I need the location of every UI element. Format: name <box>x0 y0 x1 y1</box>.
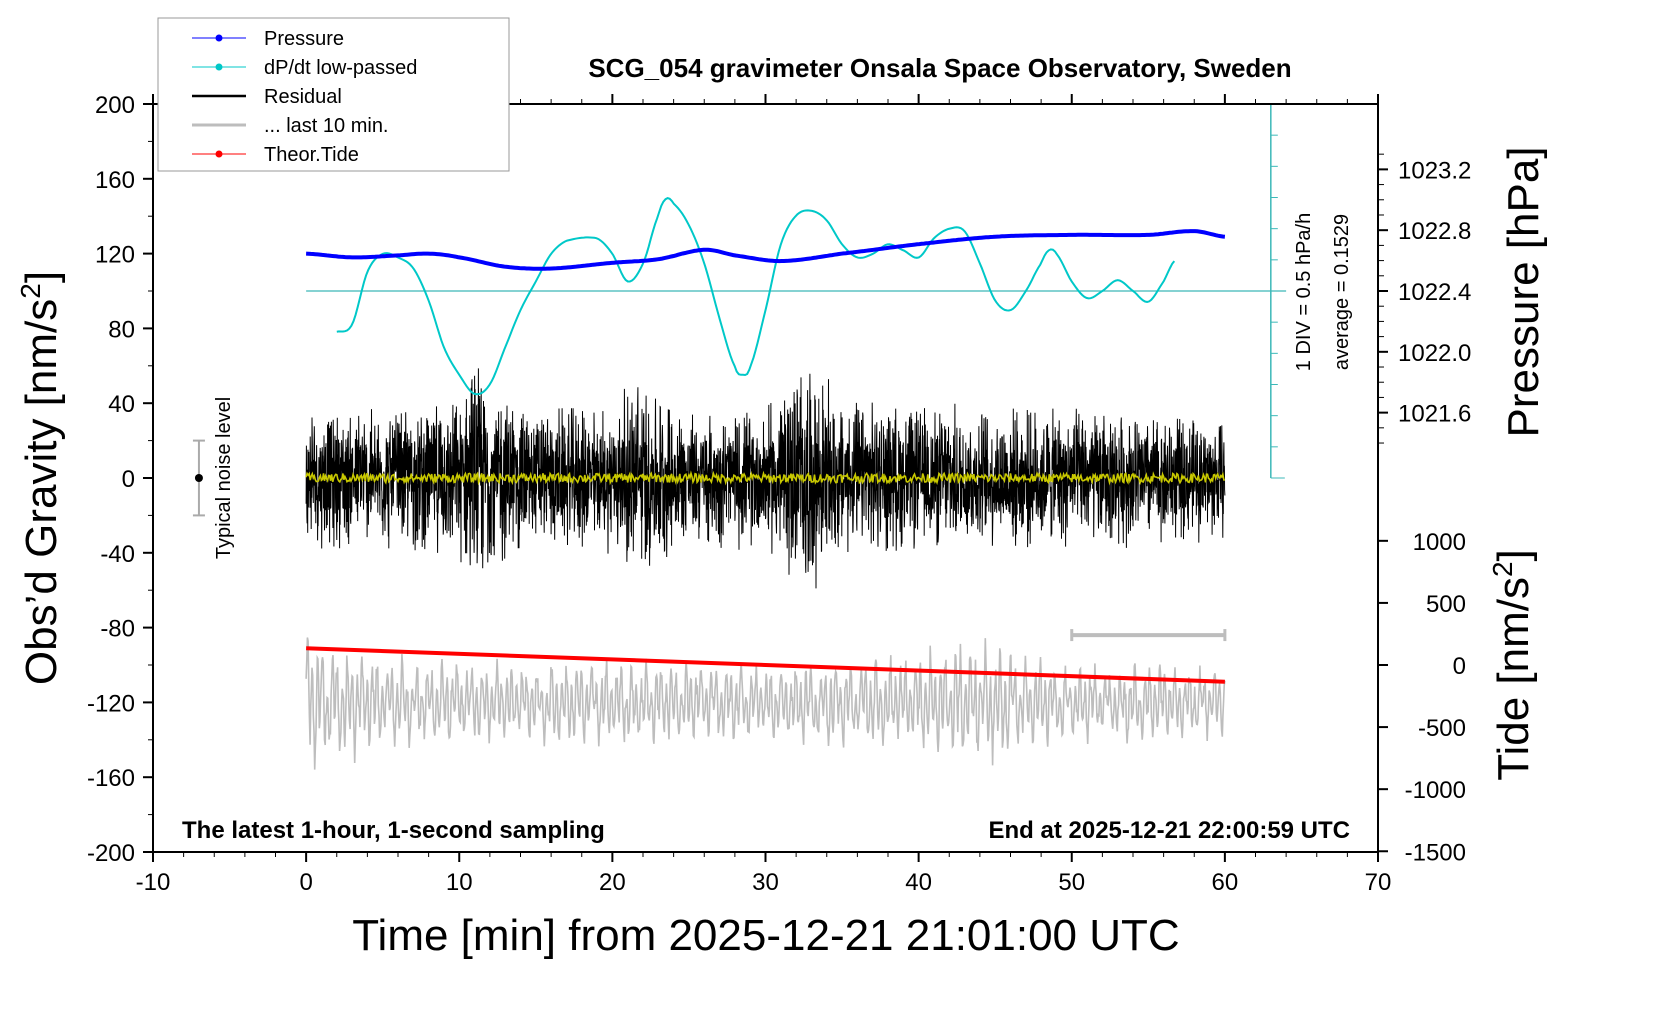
pressure-line <box>306 229 1226 271</box>
legend-label: Residual <box>264 86 342 108</box>
last-10-min-line <box>305 637 1226 770</box>
y-tick-label: -120 <box>87 690 135 717</box>
y-tick-label: -200 <box>87 840 135 867</box>
y-tick-label: 80 <box>108 316 135 343</box>
tide-tick-label: -500 <box>1418 715 1466 742</box>
x-tick-label: 50 <box>1058 869 1085 896</box>
chart-title: SCG_054 gravimeter Onsala Space Observat… <box>588 53 1291 83</box>
y-tick-label: 200 <box>95 92 135 119</box>
x-tick-label: 40 <box>905 869 932 896</box>
y-tick-label: 120 <box>95 242 135 269</box>
pressure-tick-label: 1022.8 <box>1398 218 1471 245</box>
legend-box <box>157 17 510 172</box>
x-tick-label: 30 <box>752 869 779 896</box>
noise-level-dot <box>194 474 203 482</box>
tide-tick-label: -1500 <box>1405 839 1466 866</box>
pressure-axis-label: Pressure [hPa] <box>1499 146 1548 437</box>
pressure-tick-label: 1023.2 <box>1398 157 1471 184</box>
legend-swatch-marker <box>215 63 223 71</box>
legend-label: Pressure <box>264 28 344 50</box>
axes: -10 0 10 20 30 40 50 60 70 200 160 120 80 40 0 -40 -80 -1… <box>87 92 1471 896</box>
x-axis-label: Time [min] from 2025-12-21 21:01:00 UTC <box>352 911 1179 960</box>
y-tick-label: 40 <box>108 391 135 418</box>
pressure-tick-label: 1022.0 <box>1398 340 1471 367</box>
pressure-tick-label: 1022.4 <box>1398 279 1471 306</box>
legend-label: dP/dt low-passed <box>264 57 417 79</box>
y-tick-label: 0 <box>122 466 135 493</box>
theor-tide-line <box>306 646 1225 684</box>
tide-tick-label: 1000 <box>1413 529 1466 556</box>
tide-tick-label: 0 <box>1453 653 1466 680</box>
y-axis-label: Obs’d Gravity [nm/s2] <box>15 271 66 685</box>
legend-label: Theor.Tide <box>264 144 359 166</box>
x-tick-label: 20 <box>599 869 626 896</box>
y-tick-label: -40 <box>100 541 135 568</box>
pressure-tick-label: 1021.6 <box>1398 401 1471 428</box>
dpdt-line <box>336 197 1176 396</box>
x-tick-label: 0 <box>299 869 312 896</box>
legend-swatch-marker <box>215 34 223 42</box>
x-tick-label: 70 <box>1365 869 1392 896</box>
residual-smoothed-line <box>305 470 1225 486</box>
dpdt-scale-label: 1 DIV = 0.5 hPa/h <box>1293 213 1315 371</box>
tide-axis-label: Tide [nm/s2] <box>1487 549 1538 781</box>
legend-label: ... last 10 min. <box>264 115 389 137</box>
annotation-bottom-left: The latest 1-hour, 1-second sampling <box>182 817 605 844</box>
tide-tick-label: 500 <box>1426 591 1466 618</box>
legend-swatch-marker <box>215 150 223 158</box>
plot-area <box>192 103 1287 770</box>
tide-tick-label: -1000 <box>1405 777 1466 804</box>
noise-level-label: Typical noise level <box>213 397 235 559</box>
y-tick-label: 160 <box>95 167 135 194</box>
y-tick-label: -80 <box>100 616 135 643</box>
x-tick-label: 10 <box>446 869 473 896</box>
dpdt-average-label: average = 0.1529 <box>1331 214 1353 370</box>
annotation-bottom-right: End at 2025-12-21 22:00:59 UTC <box>989 817 1351 844</box>
x-tick-label: 60 <box>1212 869 1239 896</box>
y-tick-label: -160 <box>87 765 135 792</box>
legend: Pressure dP/dt low-passed Residual ... last… <box>157 17 510 172</box>
x-tick-label: -10 <box>136 869 171 896</box>
